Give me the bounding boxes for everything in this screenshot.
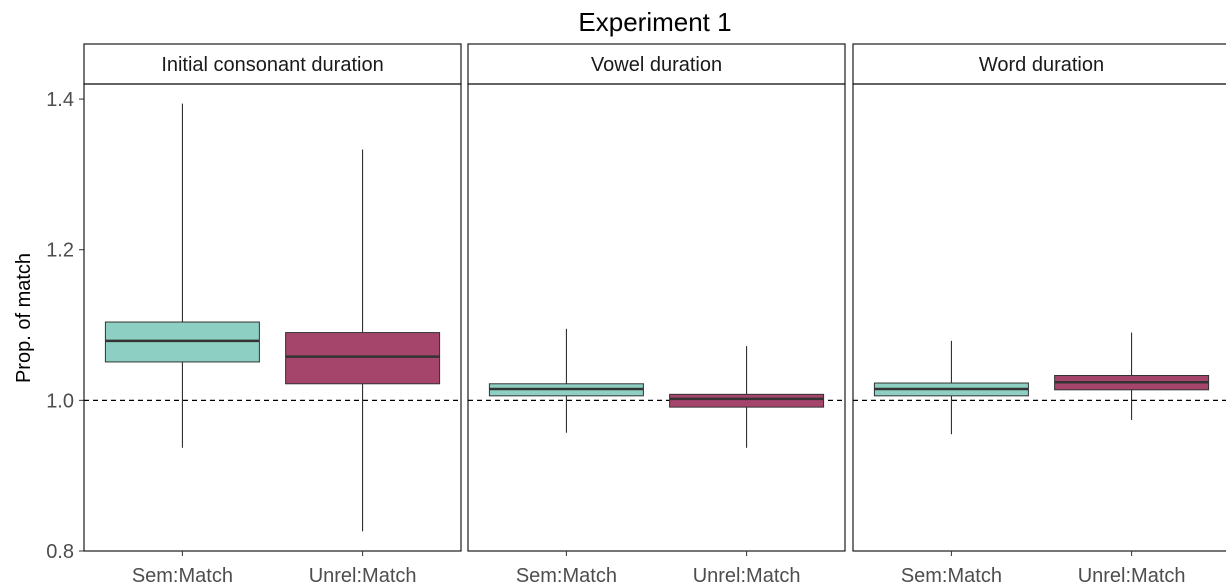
panel-border <box>852 83 1226 552</box>
x-tick-label: Sem:Match <box>901 565 1002 587</box>
box <box>669 393 825 408</box>
facet-strip <box>852 43 1226 85</box>
x-tick-label: Unrel:Match <box>693 565 801 587</box>
y-tick-label: 1.4 <box>46 89 74 111</box>
panels: 0.8 1.0 1.2 1.4 Initial consonant duration Se… <box>46 43 1226 587</box>
x-tick-label: Sem:Match <box>516 565 617 587</box>
chart-title: Experiment 1 <box>578 7 731 37</box>
y-tick-label: 0.8 <box>46 541 74 563</box>
panel-border <box>83 83 462 552</box>
x-tick-label: Unrel:Match <box>309 565 417 587</box>
x-tick-label: Sem:Match <box>132 565 233 587</box>
y-tick-label: 1.2 <box>46 240 74 262</box>
y-tick-label: 1.0 <box>46 390 74 412</box>
facet-label: Vowel duration <box>591 54 722 76</box>
facet-label: Initial consonant duration <box>161 54 383 76</box>
x-tick-label: Unrel:Match <box>1078 565 1186 587</box>
facet-strip <box>83 43 462 85</box>
facet-label: Word duration <box>979 54 1104 76</box>
box <box>285 332 441 385</box>
y-axis-label: Prop. of match <box>13 253 35 383</box>
panel-border <box>467 83 846 552</box>
